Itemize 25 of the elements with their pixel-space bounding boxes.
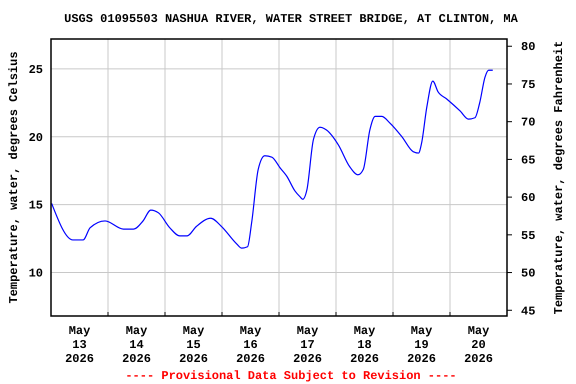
x-tick-label: May 14 2026 xyxy=(122,324,151,366)
y-tick-label: 15 xyxy=(28,198,43,213)
y-axis-title: Temperature, water, degrees Celsius xyxy=(7,51,21,304)
y-tick-label: 25 xyxy=(28,62,43,77)
x-tick-label: May 17 2026 xyxy=(293,324,322,366)
y2-axis-title: Temperature, water, degrees Fahrenheit xyxy=(552,40,566,314)
y2-tick-label: 75 xyxy=(521,78,536,92)
x-tick-label: May 15 2026 xyxy=(179,324,208,366)
text: ---- Provisional Data Subject to Revision ---- xyxy=(125,369,457,383)
line-series xyxy=(50,70,494,249)
x-tick-label: May 19 2026 xyxy=(407,324,436,366)
y2-tick-label: 55 xyxy=(521,228,536,243)
y2-tick-label: 70 xyxy=(521,116,536,130)
y2-tick-label: 45 xyxy=(521,304,536,318)
x-tick-label: May 13 2026 xyxy=(65,324,94,366)
x-tick-label: May 20 2026 xyxy=(464,324,493,366)
y2-tick-label: 50 xyxy=(521,266,536,281)
x-tick-label: May 18 2026 xyxy=(350,324,379,366)
chart-title: USGS 01095503 NASHUA RIVER, WATER STREET BRIDGE, AT CLINTON, MA xyxy=(64,12,519,26)
y-tick-label: 20 xyxy=(28,130,43,145)
y2-tick-label: 65 xyxy=(521,153,536,168)
y2-tick-label: 60 xyxy=(521,191,536,206)
x-tick-label: May 16 2026 xyxy=(236,324,265,366)
y-tick-label: 10 xyxy=(28,266,43,281)
y2-tick-label: 80 xyxy=(521,40,536,54)
